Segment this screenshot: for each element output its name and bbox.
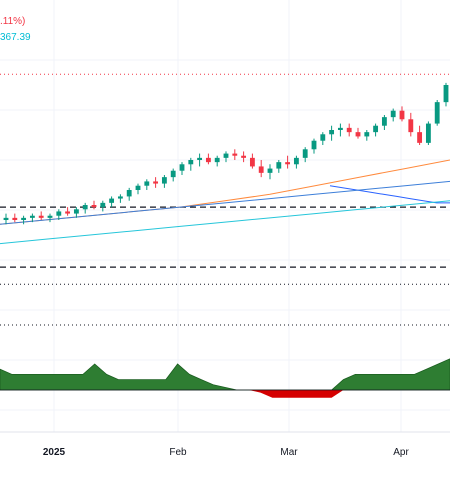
candle-body-19 bbox=[170, 170, 176, 178]
candle-body-20 bbox=[179, 164, 185, 171]
candle-body-10 bbox=[91, 205, 97, 208]
indicator-pane bbox=[0, 358, 450, 398]
candle-body-12 bbox=[109, 198, 115, 203]
candle-body-3 bbox=[29, 215, 35, 218]
tick-label-2025: 2025 bbox=[43, 447, 66, 458]
moving-average-ma_fast bbox=[329, 185, 450, 204]
candle-body-42 bbox=[373, 125, 379, 133]
candle-body-2 bbox=[21, 217, 27, 220]
candle-body-0 bbox=[3, 217, 9, 220]
candle-body-46 bbox=[408, 119, 414, 133]
grid-lines bbox=[0, 0, 450, 432]
moving-average-ma_cyan bbox=[0, 200, 450, 245]
candle-body-1 bbox=[12, 217, 18, 220]
candlestick-series bbox=[3, 82, 449, 225]
moving-averages bbox=[0, 159, 450, 245]
candle-body-5 bbox=[47, 215, 53, 218]
candle-body-11 bbox=[100, 202, 106, 208]
horizontal-levels bbox=[0, 73, 450, 326]
candle-body-44 bbox=[390, 110, 396, 118]
candle-body-4 bbox=[38, 215, 44, 218]
candle-body-31 bbox=[276, 162, 282, 169]
candle-body-7 bbox=[65, 211, 71, 214]
candle-body-36 bbox=[320, 134, 326, 141]
candle-body-43 bbox=[381, 117, 387, 126]
candle-body-30 bbox=[267, 168, 273, 173]
candle-body-49 bbox=[434, 102, 440, 124]
candle-body-39 bbox=[346, 127, 352, 133]
candle-body-38 bbox=[337, 127, 343, 130]
candle-body-14 bbox=[126, 190, 132, 197]
candle-body-8 bbox=[73, 209, 79, 214]
candle-body-26 bbox=[232, 153, 238, 156]
legend-value: 367.39 bbox=[0, 32, 31, 43]
candle-body-40 bbox=[355, 132, 361, 137]
candle-body-17 bbox=[153, 181, 159, 184]
legend-change: .11%) bbox=[0, 16, 26, 27]
candle-body-23 bbox=[205, 157, 211, 163]
candle-body-13 bbox=[117, 196, 123, 199]
candle-body-37 bbox=[329, 130, 335, 135]
candle-body-48 bbox=[425, 123, 431, 143]
candle-body-41 bbox=[364, 132, 370, 137]
candle-body-34 bbox=[302, 149, 308, 158]
candle-body-29 bbox=[258, 166, 264, 173]
candle-body-50 bbox=[443, 85, 449, 103]
candle-body-28 bbox=[249, 157, 255, 167]
candle-body-16 bbox=[144, 181, 150, 186]
candle-body-18 bbox=[161, 177, 167, 184]
tick-label-apr: Apr bbox=[393, 447, 409, 458]
candle-body-22 bbox=[197, 157, 203, 160]
candle-body-47 bbox=[417, 132, 423, 143]
candle-body-32 bbox=[285, 162, 291, 165]
candle-body-35 bbox=[311, 140, 317, 150]
candle-body-15 bbox=[135, 185, 141, 190]
moving-average-ma_blue bbox=[0, 180, 450, 225]
candle-body-9 bbox=[82, 205, 88, 210]
tick-label-feb: Feb bbox=[169, 447, 187, 458]
candle-body-24 bbox=[214, 157, 220, 163]
x-axis: 2025 Feb Mar Apr bbox=[43, 447, 410, 458]
candle-body-27 bbox=[241, 155, 247, 158]
candle-body-33 bbox=[293, 157, 299, 165]
candle-body-21 bbox=[188, 160, 194, 165]
candle-body-6 bbox=[56, 211, 62, 216]
indicator-negative-area bbox=[0, 390, 450, 398]
candle-body-25 bbox=[223, 153, 229, 158]
tick-label-mar: Mar bbox=[280, 447, 298, 458]
candle-body-45 bbox=[399, 110, 405, 120]
indicator-positive-area bbox=[0, 358, 450, 391]
